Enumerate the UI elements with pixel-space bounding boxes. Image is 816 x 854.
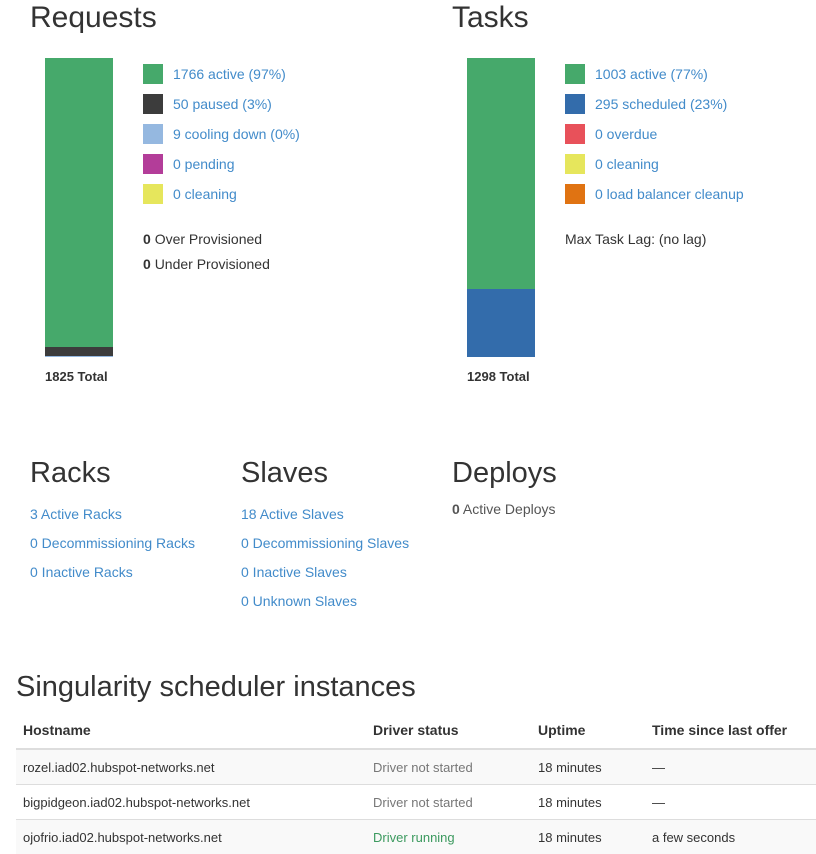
legend-swatch: [143, 64, 163, 84]
requests-stacked-bar: [45, 58, 113, 357]
racks-heading: Racks: [30, 457, 111, 489]
over-provisioned-stat: 0 Over Provisioned: [143, 231, 262, 247]
max-task-lag: Max Task Lag: (no lag): [565, 231, 706, 247]
legend-swatch: [143, 184, 163, 204]
under-provisioned-stat: 0 Under Provisioned: [143, 256, 270, 272]
tasks-legend: 1003 active (77%) 295 scheduled (23%) 0 ov…: [565, 59, 744, 209]
driver-status-cell: Driver running: [366, 820, 531, 854]
active-slaves-link[interactable]: 18 Active Slaves: [241, 506, 344, 522]
requests-legend: 1766 active (97%) 50 paused (3%) 9 cooling…: [143, 59, 300, 209]
requests-legend-item: 50 paused (3%): [143, 89, 300, 119]
requests-legend-link[interactable]: 50 paused (3%): [173, 96, 272, 112]
uptime-cell: 18 minutes: [531, 820, 645, 854]
tasks-legend-link[interactable]: 0 overdue: [595, 126, 657, 142]
hostname-cell: bigpidgeon.iad02.hubspot-networks.net: [16, 785, 366, 820]
tasks-legend-link[interactable]: 0 cleaning: [595, 156, 659, 172]
tasks-bar-segment: [467, 58, 535, 289]
last-offer-cell: a few seconds: [645, 820, 816, 854]
tasks-bar-segment: [467, 289, 535, 357]
uptime-cell: 18 minutes: [531, 749, 645, 785]
legend-swatch: [143, 124, 163, 144]
table-row: ojofrio.iad02.hubspot-networks.net Drive…: [16, 820, 816, 854]
last-offer-column-header: Time since last offer: [645, 714, 816, 749]
requests-legend-item: 1766 active (97%): [143, 59, 300, 89]
requests-heading: Requests: [30, 1, 157, 35]
active-deploys-label: Active Deploys: [463, 501, 556, 517]
table-header-row: Hostname Driver status Uptime Time since…: [16, 714, 816, 749]
legend-swatch: [565, 64, 585, 84]
tasks-heading: Tasks: [452, 1, 529, 35]
requests-bar-segment: [45, 356, 113, 357]
legend-swatch: [565, 124, 585, 144]
hostname-cell: ojofrio.iad02.hubspot-networks.net: [16, 820, 366, 854]
requests-legend-link[interactable]: 0 cleaning: [173, 186, 237, 202]
unknown-slaves-link[interactable]: 0 Unknown Slaves: [241, 593, 357, 609]
instances-table: Hostname Driver status Uptime Time since…: [16, 714, 816, 854]
tasks-legend-item: 0 load balancer cleanup: [565, 179, 744, 209]
over-provisioned-label: Over Provisioned: [155, 231, 262, 247]
driver-status-cell: Driver not started: [366, 749, 531, 785]
requests-bar-segment: [45, 347, 113, 355]
legend-swatch: [143, 94, 163, 114]
legend-swatch: [565, 154, 585, 174]
under-provisioned-count: 0: [143, 256, 151, 272]
tasks-legend-link[interactable]: 0 load balancer cleanup: [595, 186, 744, 202]
requests-bar-segment: [45, 58, 113, 347]
table-row: bigpidgeon.iad02.hubspot-networks.net Dr…: [16, 785, 816, 820]
tasks-legend-item: 0 cleaning: [565, 149, 744, 179]
tasks-stacked-bar: [467, 58, 535, 357]
tasks-legend-item: 295 scheduled (23%): [565, 89, 744, 119]
slaves-heading: Slaves: [241, 457, 328, 489]
over-provisioned-count: 0: [143, 231, 151, 247]
requests-total: 1825 Total: [45, 369, 108, 384]
requests-legend-item: 0 cleaning: [143, 179, 300, 209]
deploys-heading: Deploys: [452, 457, 557, 489]
requests-legend-item: 9 cooling down (0%): [143, 119, 300, 149]
requests-legend-item: 0 pending: [143, 149, 300, 179]
under-provisioned-label: Under Provisioned: [155, 256, 270, 272]
uptime-cell: 18 minutes: [531, 785, 645, 820]
decommissioning-slaves-link[interactable]: 0 Decommissioning Slaves: [241, 535, 409, 551]
table-row: rozel.iad02.hubspot-networks.net Driver …: [16, 749, 816, 785]
legend-swatch: [565, 184, 585, 204]
legend-swatch: [565, 94, 585, 114]
instances-heading: Singularity scheduler instances: [16, 669, 416, 705]
uptime-column-header: Uptime: [531, 714, 645, 749]
hostname-cell: rozel.iad02.hubspot-networks.net: [16, 749, 366, 785]
active-racks-link[interactable]: 3 Active Racks: [30, 506, 122, 522]
tasks-legend-link[interactable]: 295 scheduled (23%): [595, 96, 727, 112]
tasks-legend-item: 0 overdue: [565, 119, 744, 149]
driver-status-column-header: Driver status: [366, 714, 531, 749]
tasks-legend-link[interactable]: 1003 active (77%): [595, 66, 708, 82]
hostname-column-header: Hostname: [16, 714, 366, 749]
slaves-links: 18 Active Slaves 0 Decommissioning Slave…: [241, 506, 409, 622]
legend-swatch: [143, 154, 163, 174]
tasks-legend-item: 1003 active (77%): [565, 59, 744, 89]
requests-legend-link[interactable]: 0 pending: [173, 156, 235, 172]
racks-links: 3 Active Racks 0 Decommissioning Racks 0…: [30, 506, 195, 593]
last-offer-cell: —: [645, 749, 816, 785]
requests-legend-link[interactable]: 9 cooling down (0%): [173, 126, 300, 142]
requests-legend-link[interactable]: 1766 active (97%): [173, 66, 286, 82]
active-deploys-stat: 0 Active Deploys: [452, 501, 556, 517]
active-deploys-count: 0: [452, 501, 460, 517]
tasks-total: 1298 Total: [467, 369, 530, 384]
decommissioning-racks-link[interactable]: 0 Decommissioning Racks: [30, 535, 195, 551]
inactive-slaves-link[interactable]: 0 Inactive Slaves: [241, 564, 347, 580]
inactive-racks-link[interactable]: 0 Inactive Racks: [30, 564, 133, 580]
last-offer-cell: —: [645, 785, 816, 820]
driver-status-cell: Driver not started: [366, 785, 531, 820]
